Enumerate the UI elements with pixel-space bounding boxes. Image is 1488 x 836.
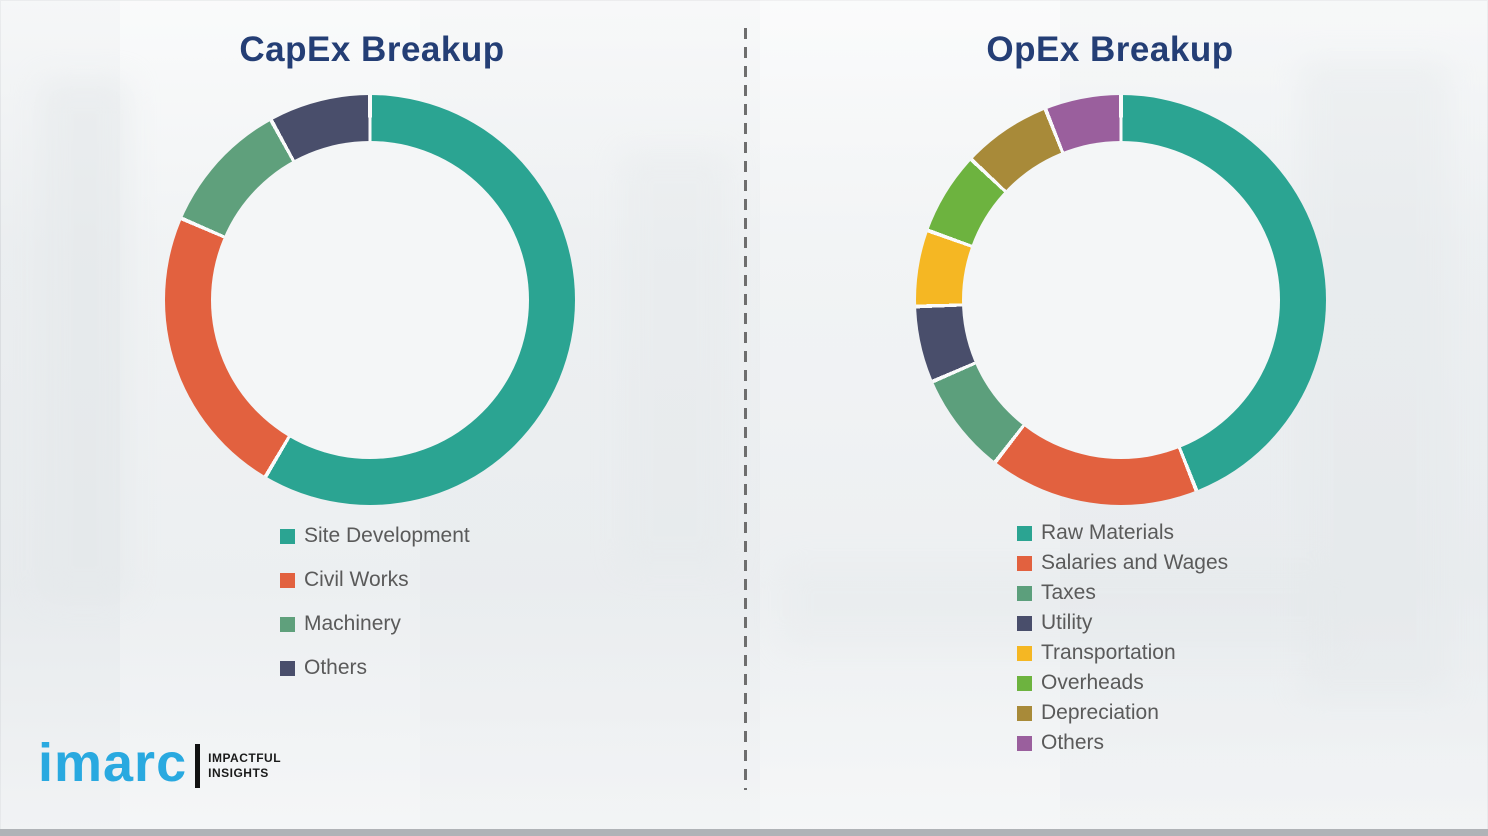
logo-tagline: IMPACTFUL INSIGHTS <box>208 751 281 781</box>
opex-donut-chart <box>916 95 1326 505</box>
capex-legend: Site Development Civil Works Machinery Othe… <box>280 514 470 690</box>
legend-item: Others <box>280 646 470 690</box>
capex-donut-hole <box>211 141 529 459</box>
legend-color-marker <box>1017 525 1032 541</box>
imarc-logo: imarc IMPACTFUL INSIGHTS <box>38 736 281 790</box>
legend-label: Utility <box>1041 611 1093 634</box>
legend-label: Overheads <box>1041 671 1144 694</box>
legend-color-marker <box>1017 735 1032 751</box>
legend-item: Utility <box>1017 608 1228 638</box>
legend-color-marker <box>1017 615 1032 631</box>
legend-color-marker <box>280 616 295 632</box>
tagline-line2: INSIGHTS <box>208 766 269 780</box>
legend-color-marker <box>280 528 295 544</box>
legend-color-marker <box>1017 555 1032 571</box>
background-shape <box>780 560 1340 650</box>
legend-label: Salaries and Wages <box>1041 551 1229 574</box>
legend-color-marker <box>1017 705 1032 721</box>
legend-item: Taxes <box>1017 578 1228 608</box>
legend-label: Transportation <box>1041 641 1176 664</box>
legend-label: Depreciation <box>1041 701 1159 724</box>
opex-chart-title: OpEx Breakup <box>986 30 1234 69</box>
legend-item: Civil Works <box>280 558 470 602</box>
legend-item: Others <box>1017 728 1228 758</box>
dashed-divider <box>744 28 747 790</box>
legend-color-marker <box>1017 585 1032 601</box>
capex-donut-chart <box>165 95 575 505</box>
legend-color-marker <box>1017 645 1032 661</box>
background-shape <box>40 80 130 600</box>
legend-color-marker <box>280 660 295 676</box>
tagline-line1: IMPACTFUL <box>208 751 282 765</box>
legend-label: Civil Works <box>304 568 409 591</box>
legend-label: Others <box>1041 731 1105 754</box>
legend-item: Depreciation <box>1017 698 1228 728</box>
background-shape <box>1300 60 1450 700</box>
legend-label: Machinery <box>304 612 401 635</box>
legend-item: Raw Materials <box>1017 518 1228 548</box>
capex-chart-title: CapEx Breakup <box>239 30 505 69</box>
legend-color-marker <box>280 572 295 588</box>
legend-label: Site Development <box>304 524 470 547</box>
legend-item: Machinery <box>280 602 470 646</box>
opex-legend: Raw Materials Salaries and Wages Taxes Util… <box>1017 518 1228 758</box>
brand-name: imarc <box>38 733 188 793</box>
legend-label: Taxes <box>1041 581 1096 604</box>
opex-chart-panel: OpEx Breakup Raw Materials Salaries and W… <box>744 0 1488 800</box>
legend-item: Salaries and Wages <box>1017 548 1228 578</box>
legend-item: Transportation <box>1017 638 1228 668</box>
logo-separator-bar <box>195 744 201 788</box>
legend-label: Others <box>304 656 368 679</box>
capex-chart-panel: CapEx Breakup Site Development Civil Work… <box>0 0 744 800</box>
opex-donut-hole <box>962 141 1280 459</box>
legend-item: Site Development <box>280 514 470 558</box>
background-shape <box>620 150 730 570</box>
legend-item: Overheads <box>1017 668 1228 698</box>
legend-label: Raw Materials <box>1041 521 1175 544</box>
legend-color-marker <box>1017 675 1032 691</box>
bottom-edge-strip <box>0 829 1488 836</box>
